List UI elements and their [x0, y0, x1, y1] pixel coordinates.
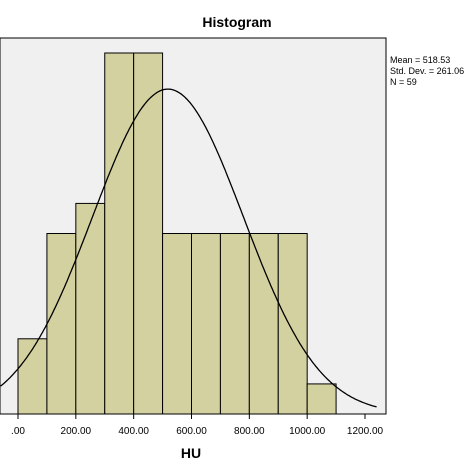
x-tick-label-2: 400.00 — [118, 426, 149, 437]
chart-title: Histogram — [202, 14, 271, 30]
histogram-bar-2 — [75, 202, 106, 415]
x-tick-label-4: 800.00 — [234, 426, 265, 437]
histogram-bar-5 — [162, 233, 192, 415]
stat-std-dev: Std. Dev. = 261.06 — [390, 66, 464, 76]
normal-curve — [0, 88, 377, 408]
histogram-bar-10 — [306, 383, 337, 415]
histogram-bar-4 — [133, 52, 164, 415]
histogram-bar-6 — [191, 233, 221, 415]
histogram-bars — [17, 52, 337, 415]
x-tick-label-1: 200.00 — [61, 426, 92, 437]
stats-box: Mean = 518.53 Std. Dev. = 261.06 N = 59 — [390, 55, 464, 87]
histogram-bar-9 — [277, 233, 308, 415]
stat-n: N = 59 — [390, 77, 417, 87]
histogram-bar-7 — [219, 233, 250, 415]
histogram-bar-8 — [248, 233, 279, 415]
x-tick-label-0: .00 — [11, 426, 25, 437]
x-tick-label-3: 600.00 — [176, 426, 207, 437]
histogram-bar-0 — [17, 338, 48, 415]
histogram-bar-3 — [104, 52, 135, 415]
stat-mean: Mean = 518.53 — [390, 55, 450, 65]
histogram-bar-1 — [46, 233, 77, 415]
x-tick-label-6: 1200.00 — [347, 426, 384, 437]
x-axis: .00 200.00 400.00 600.00 800.00 1000.00 1200.0… — [11, 414, 384, 437]
x-axis-label: HU — [181, 445, 201, 461]
x-tick-label-5: 1000.00 — [289, 426, 326, 437]
